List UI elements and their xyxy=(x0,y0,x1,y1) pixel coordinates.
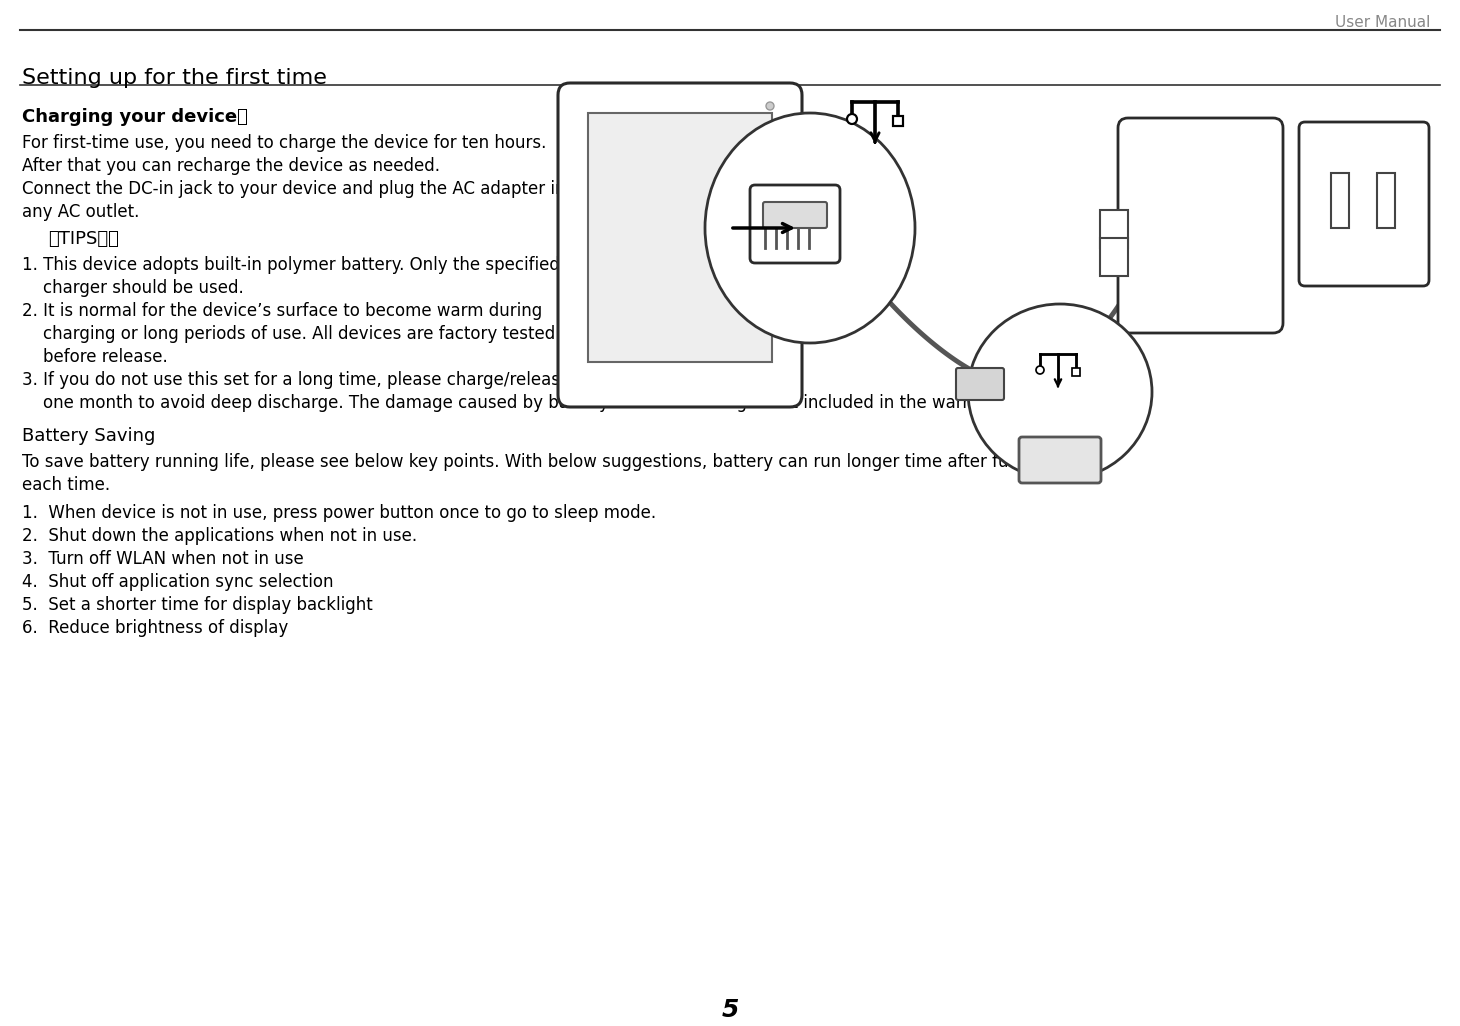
Text: 6.  Reduce brightness of display: 6. Reduce brightness of display xyxy=(22,619,288,637)
Text: 3. If you do not use this set for a long time, please charge/release it once: 3. If you do not use this set for a long… xyxy=(22,371,632,389)
Text: 2. It is normal for the device’s surface to become warm during: 2. It is normal for the device’s surface… xyxy=(22,302,542,320)
Text: 5.  Set a shorter time for display backlight: 5. Set a shorter time for display backli… xyxy=(22,596,372,614)
Bar xyxy=(1377,173,1394,228)
Ellipse shape xyxy=(705,113,915,343)
Text: 【TIPS】：: 【TIPS】： xyxy=(48,230,118,248)
Text: one month to avoid deep discharge. The damage caused by battery over-consuming i: one month to avoid deep discharge. The d… xyxy=(22,394,1009,412)
Text: 1.  When device is not in use, press power button once to go to sleep mode.: 1. When device is not in use, press powe… xyxy=(22,504,656,522)
Text: any AC outlet.: any AC outlet. xyxy=(22,203,139,221)
Text: each time.: each time. xyxy=(22,476,110,494)
Text: Setting up for the first time: Setting up for the first time xyxy=(22,68,327,88)
Circle shape xyxy=(847,114,857,124)
Text: charging or long periods of use. All devices are factory tested: charging or long periods of use. All dev… xyxy=(22,325,555,343)
FancyBboxPatch shape xyxy=(1299,122,1429,286)
FancyBboxPatch shape xyxy=(1019,437,1101,483)
Text: Battery Saving: Battery Saving xyxy=(22,427,155,445)
FancyBboxPatch shape xyxy=(750,185,840,263)
Text: charger should be used.: charger should be used. xyxy=(22,279,244,297)
Bar xyxy=(894,116,902,126)
Text: 1. This device adopts built-in polymer battery. Only the specified: 1. This device adopts built-in polymer b… xyxy=(22,256,559,274)
Text: 4.  Shut off application sync selection: 4. Shut off application sync selection xyxy=(22,573,333,591)
Text: User Manual: User Manual xyxy=(1334,15,1429,30)
FancyBboxPatch shape xyxy=(764,202,826,228)
Text: before release.: before release. xyxy=(22,348,168,366)
FancyBboxPatch shape xyxy=(956,368,1004,400)
Text: For first-time use, you need to charge the device for ten hours.: For first-time use, you need to charge t… xyxy=(22,134,546,152)
Text: 5: 5 xyxy=(721,998,739,1022)
Ellipse shape xyxy=(968,304,1152,480)
Bar xyxy=(1072,368,1080,376)
Text: Charging your device：: Charging your device： xyxy=(22,108,248,126)
FancyBboxPatch shape xyxy=(558,83,802,407)
Bar xyxy=(1332,173,1349,228)
Text: 2.  Shut down the applications when not in use.: 2. Shut down the applications when not i… xyxy=(22,527,418,545)
Bar xyxy=(1099,210,1129,248)
Bar xyxy=(588,113,772,362)
Text: Connect the DC-in jack to your device and plug the AC adapter into: Connect the DC-in jack to your device an… xyxy=(22,180,583,198)
Text: To save battery running life, please see below key points. With below suggestion: To save battery running life, please see… xyxy=(22,453,1101,471)
Circle shape xyxy=(1037,366,1044,374)
Bar xyxy=(1099,238,1129,276)
FancyBboxPatch shape xyxy=(1118,118,1283,333)
Text: 3.  Turn off WLAN when not in use: 3. Turn off WLAN when not in use xyxy=(22,550,304,568)
Circle shape xyxy=(766,102,774,110)
Text: After that you can recharge the device as needed.: After that you can recharge the device a… xyxy=(22,157,439,175)
